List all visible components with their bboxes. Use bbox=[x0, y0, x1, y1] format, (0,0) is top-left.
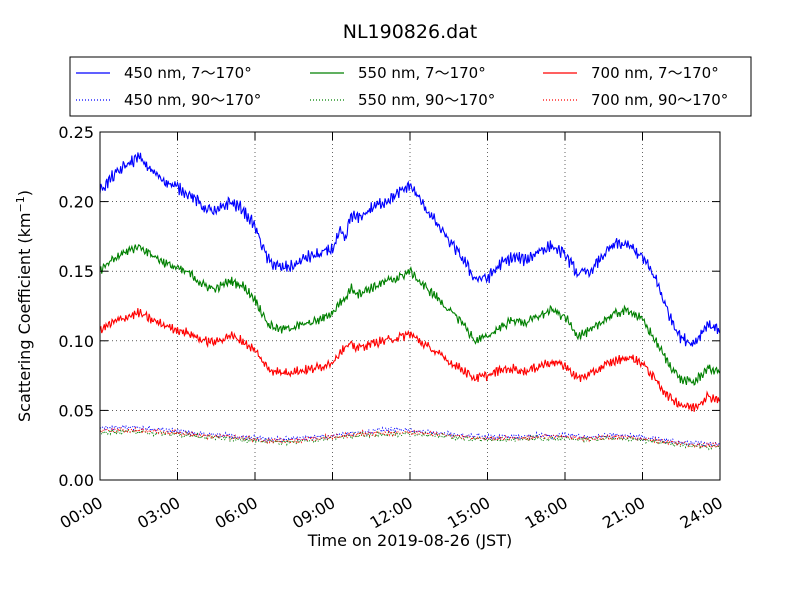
series-line-2 bbox=[99, 308, 721, 412]
y-tick-label: 0.15 bbox=[58, 262, 94, 281]
series-line-0 bbox=[99, 152, 721, 347]
x-axis-label: Time on 2019-08-26 (JST) bbox=[307, 531, 512, 550]
series-layer bbox=[99, 152, 721, 452]
y-tick-label: 0.00 bbox=[58, 471, 94, 490]
series-line-5 bbox=[99, 426, 721, 450]
legend-label-3: 450 nm, 90～170° bbox=[124, 91, 261, 109]
legend-label-5: 700 nm, 90～170° bbox=[591, 91, 728, 109]
grid bbox=[100, 132, 720, 480]
legend-label-2: 700 nm, 7～170° bbox=[591, 64, 719, 82]
y-tick-label: 0.25 bbox=[58, 123, 94, 142]
y-axis-label: Scattering Coefficient (km−1) bbox=[14, 190, 34, 422]
y-tick-label: 0.10 bbox=[58, 332, 94, 351]
y-tick-label: 0.05 bbox=[58, 401, 94, 420]
legend-box bbox=[69, 56, 752, 117]
legend-label-0: 450 nm, 7～170° bbox=[124, 64, 252, 82]
plot-frame bbox=[99, 131, 721, 481]
legend-label-1: 550 nm, 7～170° bbox=[358, 64, 486, 82]
y-tick-label: 0.20 bbox=[58, 193, 94, 212]
series-line-1 bbox=[99, 243, 721, 386]
legend-label-4: 550 nm, 90～170° bbox=[358, 91, 495, 109]
chart-title: NL190826.dat bbox=[343, 21, 478, 43]
legend: 450 nm, 7～170° 550 nm, 7～170° 700 nm, 7～17… bbox=[69, 56, 752, 117]
y-axis-label-text: Scattering Coefficient (km bbox=[15, 212, 34, 422]
y-axis-label-superscript: −1 bbox=[14, 196, 27, 212]
y-axis-label-close: ) bbox=[15, 190, 34, 196]
